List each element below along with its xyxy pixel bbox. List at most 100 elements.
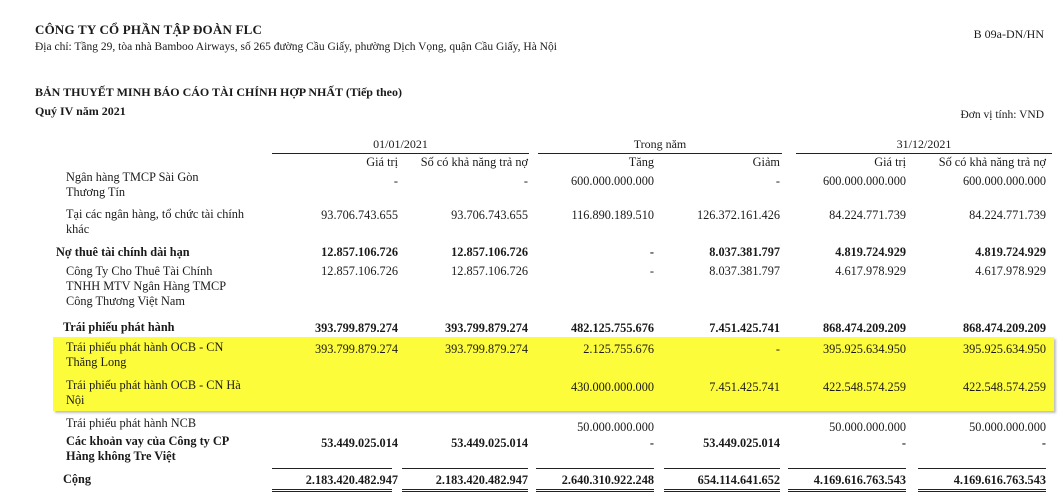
cell-closing-value: 600.000.000.000 <box>822 174 906 188</box>
row-label: Nợ thuê tài chính dài hạn <box>56 245 190 259</box>
total-double-rule <box>272 489 392 490</box>
total-rule <box>272 468 392 469</box>
cell-opening-value: 93.706.743.655 <box>321 208 398 222</box>
cell-opening-value: 12.857.106.726 <box>321 245 398 259</box>
total-rule <box>918 468 1046 469</box>
col-header-increase: Tăng <box>628 155 654 169</box>
total-double-rule <box>918 491 1046 492</box>
cell-opening-repayable: 393.799.879.274 <box>444 342 528 356</box>
cell-opening-repayable: 53.449.025.014 <box>451 436 528 450</box>
cell-decrease: - <box>775 174 780 188</box>
row-label: Trái phiếu phát hành NCB <box>66 416 197 430</box>
cell-closing-repayable: 4.169.616.763.543 <box>953 473 1046 487</box>
total-double-rule <box>664 491 780 492</box>
cell-closing-value: 395.925.634.950 <box>822 342 906 356</box>
cell-increase: 116.890.189.510 <box>571 208 654 222</box>
cell-increase: 2.125.755.676 <box>583 342 654 356</box>
cell-closing-value: 4.169.616.763.543 <box>813 473 906 487</box>
cell-increase: 600.000.000.000 <box>570 174 654 188</box>
group-rule-during-year <box>538 153 782 154</box>
cell-increase: 2.640.310.922.248 <box>561 473 654 487</box>
cell-decrease: 53.449.025.014 <box>703 436 780 450</box>
cell-closing-repayable: 4.819.724.929 <box>975 245 1046 259</box>
group-header-closing: 31/12/2021 <box>896 137 952 151</box>
cell-decrease: 7.451.425.741 <box>709 380 780 394</box>
col-header-opening-repayable: Số có khả năng trả nợ <box>420 155 528 169</box>
cell-closing-repayable: 422.548.574.259 <box>962 380 1046 394</box>
form-code: B 09a-DN/HN <box>973 27 1044 41</box>
cell-decrease: 126.372.161.426 <box>696 208 780 222</box>
total-double-rule <box>664 489 780 490</box>
cell-closing-repayable: 50.000.000.000 <box>969 420 1046 434</box>
cell-opening-value: 53.449.025.014 <box>321 436 398 450</box>
cell-opening-repayable: - <box>523 174 528 188</box>
cell-increase: 430.000.000.000 <box>570 380 654 394</box>
total-rule <box>536 468 654 469</box>
cell-increase: - <box>649 245 654 259</box>
cell-opening-value: 393.799.879.274 <box>314 342 398 356</box>
cell-opening-value: 2.183.420.482.947 <box>305 473 398 487</box>
cell-closing-value: 84.224.771.739 <box>829 208 906 222</box>
cell-closing-repayable: 4.617.978.929 <box>975 264 1046 278</box>
total-rule <box>664 468 780 469</box>
cell-opening-repayable: 393.799.879.274 <box>444 321 528 335</box>
group-header-during-year: Trong năm <box>633 137 687 151</box>
cell-increase: 50.000.000.000 <box>577 420 654 434</box>
total-double-rule <box>272 491 392 492</box>
col-header-closing-value: Giá trị <box>874 155 906 169</box>
cell-closing-repayable: 868.474.209.209 <box>962 321 1046 335</box>
row-label: Công Ty Cho Thuê Tài Chính TNHH MTV Ngân… <box>66 264 226 308</box>
cell-opening-value: 393.799.879.274 <box>314 321 398 335</box>
col-header-decrease: Giảm <box>752 155 780 169</box>
highlight-band <box>53 337 1054 411</box>
total-double-rule <box>402 489 528 490</box>
cell-closing-repayable: 84.224.771.739 <box>969 208 1046 222</box>
cell-decrease: 8.037.381.797 <box>709 264 780 278</box>
total-double-rule <box>536 491 654 492</box>
col-header-opening-value: Giá trị <box>366 155 398 169</box>
col-header-closing-repayable: Số có khả năng trả nợ <box>938 155 1046 169</box>
total-double-rule <box>402 491 528 492</box>
total-double-rule <box>536 489 654 490</box>
report-period: Quý IV năm 2021 <box>35 104 126 118</box>
cell-opening-repayable: 2.183.420.482.947 <box>435 473 528 487</box>
cell-closing-value: 4.819.724.929 <box>835 245 906 259</box>
total-double-rule <box>788 489 906 490</box>
cell-decrease: 7.451.425.741 <box>709 321 780 335</box>
cell-opening-repayable: 12.857.106.726 <box>451 264 528 278</box>
total-double-rule <box>918 489 1046 490</box>
cell-increase: - <box>649 436 654 450</box>
group-rule-opening <box>272 153 529 154</box>
row-label: Các khoản vay của Công ty CP Hàng không … <box>66 434 229 463</box>
currency-unit: Đơn vị tính: VND <box>960 109 1045 121</box>
cell-opening-value: - <box>393 174 398 188</box>
cell-closing-repayable: 600.000.000.000 <box>962 174 1046 188</box>
cell-closing-value: 868.474.209.209 <box>822 321 906 335</box>
group-rule-closing <box>796 153 1052 154</box>
cell-closing-value: 50.000.000.000 <box>829 420 906 434</box>
cell-closing-value: 4.617.978.929 <box>835 264 906 278</box>
company-address: Địa chỉ: Tầng 29, tòa nhà Bamboo Airways… <box>35 41 557 53</box>
row-label: Cộng <box>63 472 92 486</box>
row-label: Ngân hàng TMCP Sài Gòn Thương Tín <box>66 170 199 199</box>
row-label: Trái phiếu phát hành OCB - CN Hà Nội <box>66 378 241 407</box>
row-label: Tại các ngân hàng, tổ chức tài chính khá… <box>66 207 245 236</box>
cell-closing-value: 422.548.574.259 <box>822 380 906 394</box>
total-double-rule <box>788 491 906 492</box>
cell-closing-value: - <box>901 436 906 450</box>
cell-decrease: - <box>775 342 780 356</box>
group-header-opening: 01/01/2021 <box>373 137 428 151</box>
total-rule <box>402 468 528 469</box>
row-label: Trái phiếu phát hành OCB - CN Thăng Long <box>66 340 224 369</box>
cell-decrease: 654.114.641.652 <box>697 473 780 487</box>
company-name: CÔNG TY CỔ PHẦN TẬP ĐOÀN FLC <box>35 22 263 37</box>
cell-opening-repayable: 93.706.743.655 <box>451 208 528 222</box>
cell-increase: 482.125.755.676 <box>570 321 654 335</box>
cell-decrease: 8.037.381.797 <box>709 245 780 259</box>
total-rule <box>788 468 906 469</box>
cell-opening-value: 12.857.106.726 <box>321 264 398 278</box>
cell-increase: - <box>649 264 654 278</box>
report-title: BẢN THUYẾT MINH BÁO CÁO TÀI CHÍNH HỢP NH… <box>35 85 402 99</box>
cell-closing-repayable: 395.925.634.950 <box>962 342 1046 356</box>
cell-opening-repayable: 12.857.106.726 <box>451 245 528 259</box>
